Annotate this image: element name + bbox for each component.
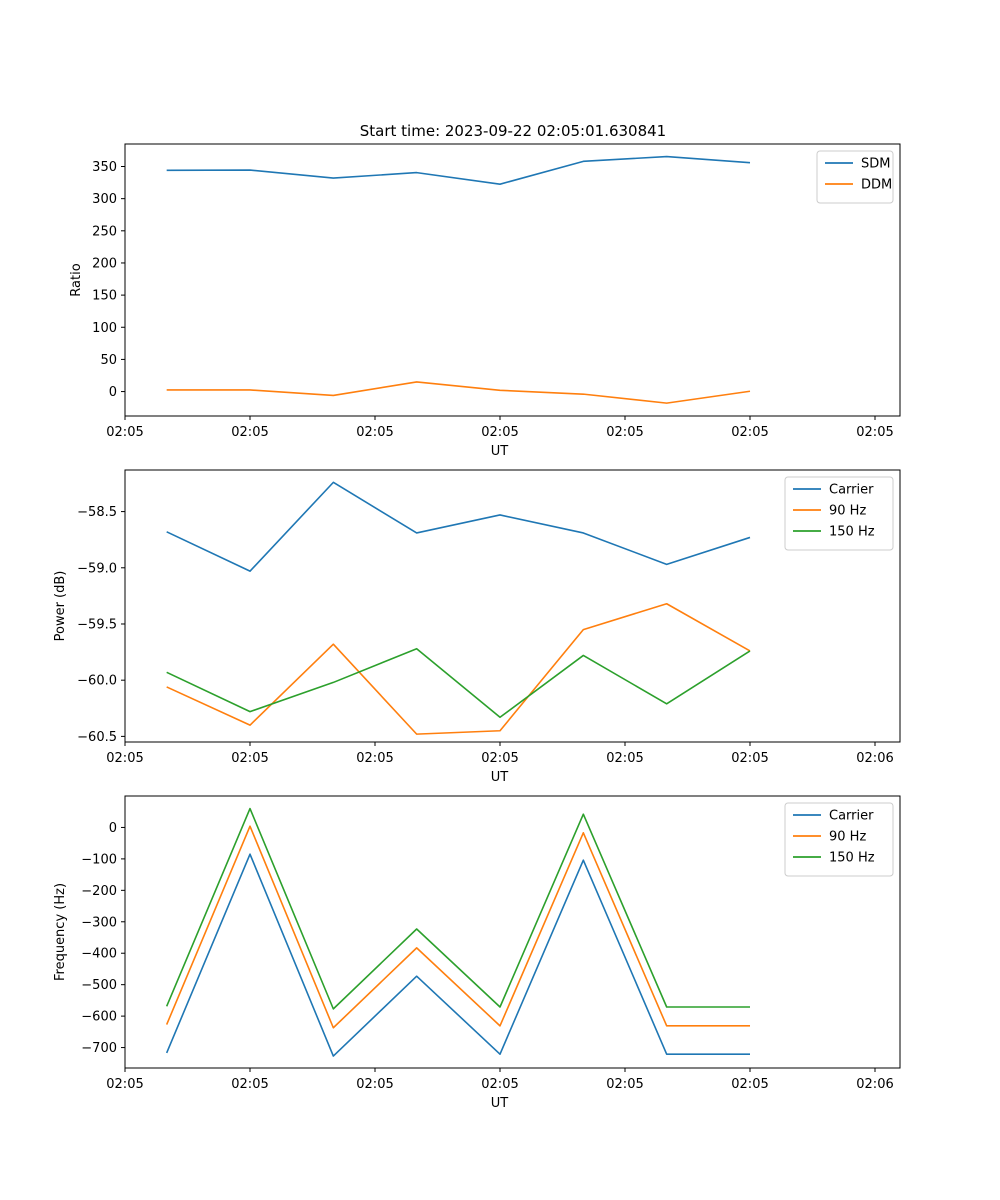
x-axis-label: UT — [491, 770, 509, 785]
y-tick-label: 350 — [92, 160, 117, 175]
chart-panel-2: 02:05 02:05 02:05 02:05 02:05 02:05 02:06 −60.5… — [53, 469, 901, 785]
x-tick-label: 02:05 — [481, 751, 518, 766]
x-tick-label: 02:05 — [481, 425, 518, 440]
x-tick-label: 02:05 — [356, 425, 393, 440]
y-tick-label: −600 — [81, 1010, 117, 1025]
y-tick-label: −59.5 — [77, 617, 117, 632]
y-tick-label: −60.5 — [77, 730, 117, 745]
y-tick-label: −58.5 — [77, 505, 117, 520]
chart-title: Start time: 2023-09-22 02:05:01.630841 — [360, 122, 666, 140]
x-tick-label: 02:06 — [856, 1077, 893, 1092]
legend: SDM DDM — [816, 150, 894, 204]
series-line-150-hz — [165, 807, 750, 1010]
y-tick-label: 250 — [92, 224, 117, 239]
y-tick-label: 200 — [92, 256, 117, 271]
chart-panel-1: 02:05 02:05 02:05 02:05 02:05 02:05 02:05 0 50 10… — [69, 143, 901, 459]
series-line-carrier — [166, 481, 751, 572]
legend-label: 150 Hz — [829, 851, 875, 866]
x-tick-label: 02:05 — [606, 1077, 643, 1092]
y-axis-label: Ratio — [69, 263, 84, 296]
axes-frame — [124, 469, 901, 743]
y-tick-label: −400 — [81, 947, 117, 962]
axes-frame — [124, 795, 901, 1069]
y-tick-label: −60.0 — [77, 674, 117, 689]
y-tick-label: −500 — [81, 978, 117, 993]
legend-label: 90 Hz — [829, 830, 866, 845]
legend-label: Carrier — [829, 809, 874, 824]
x-tick-label: 02:05 — [231, 751, 268, 766]
x-tick-label: 02:05 — [856, 425, 893, 440]
y-tick-label: 0 — [109, 821, 117, 836]
y-axis-label: Frequency (Hz) — [53, 883, 68, 981]
x-axis-label: UT — [491, 444, 509, 459]
x-tick-label: 02:06 — [856, 751, 893, 766]
legend-label: Carrier — [829, 483, 874, 498]
legend-label: 150 Hz — [829, 525, 875, 540]
y-tick-label: 100 — [92, 321, 117, 336]
x-tick-label: 02:05 — [606, 425, 643, 440]
x-tick-label: 02:05 — [731, 1077, 768, 1092]
x-tick-label: 02:05 — [356, 1077, 393, 1092]
y-tick-label: −700 — [81, 1041, 117, 1056]
x-tick-label: 02:05 — [731, 751, 768, 766]
x-tick-label: 02:05 — [481, 1077, 518, 1092]
y-tick-label: −200 — [81, 884, 117, 899]
y-tick-label: 150 — [92, 289, 117, 304]
x-tick-label: 02:05 — [231, 1077, 268, 1092]
x-tick-label: 02:05 — [106, 751, 143, 766]
x-tick-label: 02:05 — [106, 1077, 143, 1092]
series-line-ddm — [166, 381, 751, 404]
series-line-150-hz — [166, 647, 751, 719]
axes-frame — [124, 143, 901, 417]
y-tick-label: −300 — [81, 915, 117, 930]
y-tick-label: −59.0 — [77, 561, 117, 576]
x-tick-label: 02:05 — [606, 751, 643, 766]
chart-panel-3: 02:05 02:05 02:05 02:05 02:05 02:05 02:06 −700 −… — [53, 795, 901, 1111]
y-tick-label: 50 — [100, 353, 117, 368]
y-axis-label: Power (dB) — [53, 571, 68, 642]
legend-box — [816, 150, 894, 204]
x-axis-label: UT — [491, 1096, 509, 1111]
x-tick-label: 02:05 — [106, 425, 143, 440]
legend-label: SDM — [861, 157, 890, 172]
y-tick-label: 300 — [92, 192, 117, 207]
y-tick-label: −100 — [81, 852, 117, 867]
legend-label: DDM — [861, 178, 892, 193]
legend: Carrier 90 Hz 150 Hz — [784, 802, 894, 877]
x-tick-label: 02:05 — [731, 425, 768, 440]
legend-label: 90 Hz — [829, 504, 866, 519]
legend: Carrier 90 Hz 150 Hz — [784, 476, 894, 551]
series-line-90-hz — [166, 602, 751, 735]
x-tick-label: 02:05 — [356, 751, 393, 766]
series-line-90-hz — [165, 825, 750, 1029]
series-line-carrier — [165, 853, 750, 1057]
x-tick-label: 02:05 — [231, 425, 268, 440]
y-tick-label: 0 — [109, 385, 117, 400]
series-line-sdm — [166, 155, 751, 185]
